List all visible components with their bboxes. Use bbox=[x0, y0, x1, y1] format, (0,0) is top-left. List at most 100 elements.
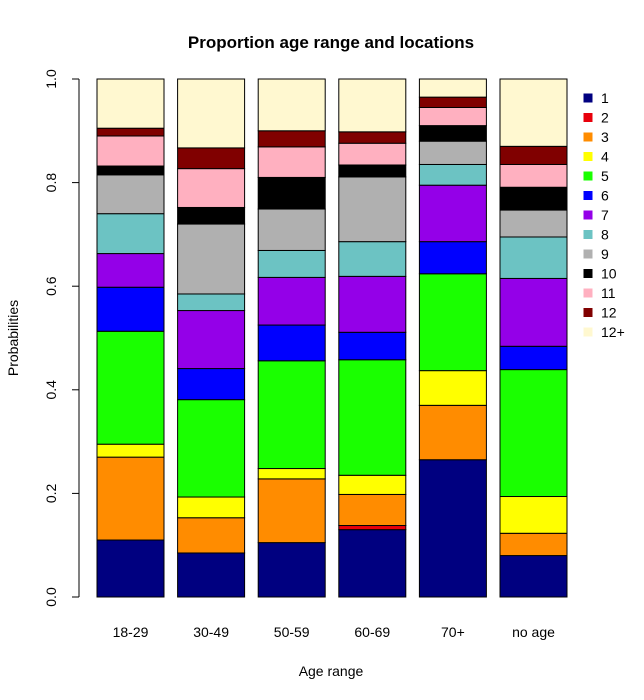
bar-segment bbox=[499, 163, 568, 188]
bar-18-29 bbox=[96, 78, 165, 598]
bar-60-69 bbox=[338, 78, 407, 598]
bar-segment bbox=[499, 78, 568, 147]
bar-segment bbox=[177, 206, 246, 225]
bar-segment bbox=[338, 525, 407, 531]
y-tick-label: 0.0 bbox=[43, 587, 59, 607]
bar-segment bbox=[499, 345, 568, 371]
bar-segment bbox=[177, 368, 246, 401]
legend-label: 3 bbox=[601, 129, 609, 145]
legend-swatch bbox=[583, 327, 593, 337]
bar-segment bbox=[96, 456, 165, 541]
bar-segment bbox=[177, 399, 246, 498]
bar-segment bbox=[257, 542, 326, 598]
x-tick-label: 60-69 bbox=[354, 624, 390, 640]
bar-segment bbox=[257, 276, 326, 326]
legend-label: 7 bbox=[601, 207, 609, 223]
bar-segment bbox=[257, 468, 326, 480]
bar-segment bbox=[499, 186, 568, 211]
bar-segment bbox=[96, 213, 165, 255]
bar-segment bbox=[96, 253, 165, 288]
bar-segment bbox=[499, 277, 568, 347]
legend-label: 4 bbox=[601, 149, 609, 165]
y-tick-label: 0.8 bbox=[43, 173, 59, 193]
bars-group bbox=[96, 78, 568, 598]
y-tick-label: 1.0 bbox=[43, 69, 59, 89]
bar-segment bbox=[418, 163, 487, 186]
bar-segment bbox=[418, 96, 487, 108]
bar-segment bbox=[177, 517, 246, 554]
bar-segment bbox=[177, 147, 246, 170]
y-tick-label: 0.4 bbox=[43, 380, 59, 400]
bar-segment bbox=[257, 146, 326, 178]
bar-segment bbox=[177, 496, 246, 519]
y-axis-label: Probabilities bbox=[5, 300, 21, 376]
legend-swatch bbox=[583, 191, 593, 200]
legend-swatch bbox=[583, 132, 593, 142]
bar-segment bbox=[96, 539, 165, 598]
bar-segment bbox=[338, 142, 407, 166]
legend-swatch bbox=[583, 288, 593, 298]
bar-segment bbox=[418, 140, 487, 165]
bar-segment bbox=[418, 370, 487, 406]
x-tick-label: 70+ bbox=[441, 624, 465, 640]
legend-swatch bbox=[583, 210, 593, 220]
bar-segment bbox=[499, 555, 568, 598]
legend-label: 10 bbox=[601, 266, 617, 282]
x-tick-labels: 18-29 30-49 50-59 60-69 70+ no age bbox=[113, 624, 556, 640]
legend-label: 12+ bbox=[601, 324, 625, 340]
bar-50-59 bbox=[257, 78, 326, 598]
bar-segment bbox=[338, 78, 407, 133]
bar-segment bbox=[96, 174, 165, 215]
legend-swatch bbox=[583, 113, 593, 122]
bar-segment bbox=[257, 478, 326, 544]
bar-segment bbox=[96, 165, 165, 176]
legend-swatch bbox=[583, 93, 593, 103]
bar-segment bbox=[418, 106, 487, 127]
legend-swatch bbox=[583, 249, 593, 259]
bar-segment bbox=[177, 552, 246, 598]
x-tick-label: 30-49 bbox=[193, 624, 229, 640]
bar-segment bbox=[338, 131, 407, 144]
bar-70+ bbox=[418, 78, 487, 598]
bar-segment bbox=[338, 241, 407, 277]
bar-segment bbox=[177, 223, 246, 295]
bar-segment bbox=[257, 176, 326, 210]
legend-swatch bbox=[583, 152, 593, 161]
legend-swatch bbox=[583, 269, 593, 278]
legend-swatch bbox=[583, 308, 593, 317]
bar-segment bbox=[499, 145, 568, 165]
legend-label: 8 bbox=[601, 227, 609, 243]
bar-segment bbox=[338, 164, 407, 178]
bar-segment bbox=[96, 127, 165, 137]
legend-swatch bbox=[583, 171, 593, 181]
legend-label: 12 bbox=[601, 305, 617, 321]
y-tick-label: 0.6 bbox=[43, 276, 59, 296]
y-tick-label: 0.2 bbox=[43, 483, 59, 503]
bar-segment bbox=[257, 78, 326, 132]
bar-segment bbox=[338, 493, 407, 527]
y-axis: 0.0 0.2 0.4 0.6 0.8 1.0 bbox=[43, 69, 80, 607]
bar-segment bbox=[338, 474, 407, 495]
bar-segment bbox=[257, 130, 326, 148]
bar-segment bbox=[96, 135, 165, 167]
legend-label: 1 bbox=[601, 90, 609, 106]
x-axis-label: Age range bbox=[299, 663, 364, 679]
bar-segment bbox=[177, 310, 246, 370]
bar-segment bbox=[418, 241, 487, 275]
bar-segment bbox=[257, 324, 326, 362]
legend-label: 2 bbox=[601, 110, 609, 126]
bar-segment bbox=[338, 529, 407, 598]
chart-title: Proportion age range and locations bbox=[188, 33, 474, 52]
bar-segment bbox=[96, 330, 165, 445]
legend-swatch bbox=[583, 230, 593, 239]
bar-30-49 bbox=[177, 78, 246, 598]
bar-no age bbox=[499, 78, 568, 598]
bar-segment bbox=[338, 331, 407, 361]
bar-segment bbox=[338, 176, 407, 243]
bar-segment bbox=[418, 78, 487, 98]
bar-segment bbox=[418, 404, 487, 461]
legend-label: 9 bbox=[601, 246, 609, 262]
bar-segment bbox=[499, 532, 568, 557]
